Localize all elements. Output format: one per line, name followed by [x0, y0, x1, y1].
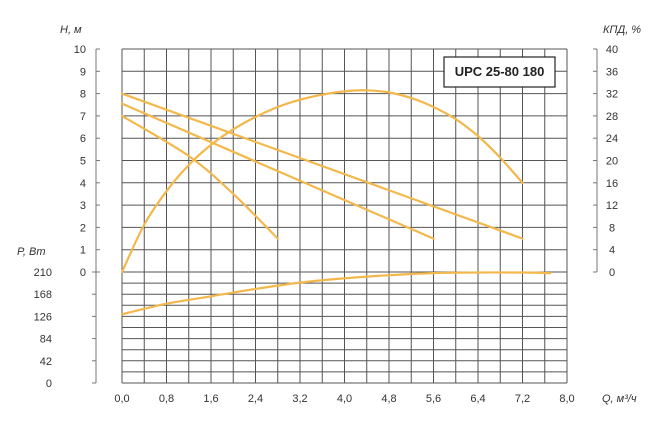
- head-tick-label: 0: [80, 267, 86, 279]
- x-tick-label: 3,2: [292, 393, 307, 405]
- power-axis-title: P, Вт: [17, 246, 46, 258]
- head-tick-label: 1: [80, 245, 86, 257]
- head-tick-label: 10: [74, 44, 86, 56]
- power-tick-label: 0: [46, 378, 52, 390]
- axes: [92, 48, 598, 384]
- efficiency-tick-label: 40: [606, 44, 618, 56]
- x-tick-label: 8,0: [559, 393, 574, 405]
- efficiency-tick-label: 16: [606, 178, 618, 190]
- power-tick-label: 42: [40, 356, 52, 368]
- head-axis-title: H, м: [60, 24, 82, 36]
- head-curve-3: [120, 114, 279, 240]
- x-tick-label: 1,6: [203, 393, 218, 405]
- head-tick-label: 6: [80, 133, 86, 145]
- efficiency-tick-label: 20: [606, 156, 618, 168]
- efficiency-tick-label: 36: [606, 66, 618, 78]
- head-tick-label: 3: [80, 200, 86, 212]
- efficiency-tick-label: 0: [609, 267, 615, 279]
- curves: [120, 89, 552, 316]
- x-tick-label: 2,4: [248, 393, 263, 405]
- x-tick-label: 6,4: [470, 393, 485, 405]
- model-label-text: UPC 25-80 180: [455, 64, 545, 79]
- efficiency-tick-label: 24: [606, 133, 618, 145]
- power-tick-label: 210: [34, 267, 52, 279]
- efficiency-axis-title: КПД, %: [603, 24, 641, 36]
- power-tick-label: 168: [34, 289, 52, 301]
- x-tick-label: 7,2: [515, 393, 530, 405]
- x-tick-label: 0,8: [159, 393, 174, 405]
- x-tick-label: 0,0: [114, 393, 129, 405]
- x-axis-title: Q, м³/ч: [602, 393, 637, 405]
- model-label-box: [443, 56, 556, 88]
- efficiency-curve-4: [120, 89, 524, 274]
- head-tick-label: 8: [80, 89, 86, 101]
- x-tick-label: 4,0: [337, 393, 352, 405]
- efficiency-tick-label: 12: [606, 200, 618, 212]
- efficiency-tick-label: 32: [606, 89, 618, 101]
- x-tick-label: 5,6: [426, 393, 441, 405]
- model-label: UPC 25-80 180: [443, 56, 556, 88]
- head-tick-label: 9: [80, 66, 86, 78]
- head-curve-2: [120, 102, 435, 240]
- power-tick-label: 126: [34, 311, 52, 323]
- grid: [121, 48, 568, 384]
- head-tick-label: 4: [80, 178, 86, 190]
- power-curve-5: [120, 271, 552, 316]
- head-tick-label: 2: [80, 222, 86, 234]
- head-curve-1: [120, 92, 524, 240]
- efficiency-tick-label: 8: [609, 222, 615, 234]
- efficiency-tick-label: 28: [606, 111, 618, 123]
- x-tick-label: 4,8: [381, 393, 396, 405]
- head-tick-label: 7: [80, 111, 86, 123]
- efficiency-tick-label: 4: [609, 245, 615, 257]
- power-tick-label: 84: [40, 334, 52, 346]
- head-tick-label: 5: [80, 156, 86, 168]
